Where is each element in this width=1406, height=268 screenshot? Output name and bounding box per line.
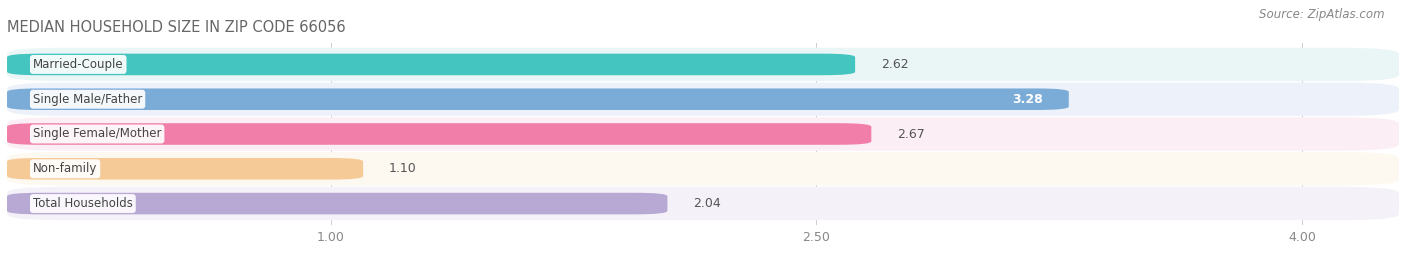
Text: Source: ZipAtlas.com: Source: ZipAtlas.com xyxy=(1260,8,1385,21)
Text: Non-family: Non-family xyxy=(32,162,97,175)
FancyBboxPatch shape xyxy=(7,158,363,180)
FancyBboxPatch shape xyxy=(7,187,1399,220)
FancyBboxPatch shape xyxy=(7,193,668,214)
Text: 2.62: 2.62 xyxy=(882,58,908,71)
Text: MEDIAN HOUSEHOLD SIZE IN ZIP CODE 66056: MEDIAN HOUSEHOLD SIZE IN ZIP CODE 66056 xyxy=(7,20,346,35)
Text: Total Households: Total Households xyxy=(32,197,132,210)
Text: 2.67: 2.67 xyxy=(897,128,925,140)
FancyBboxPatch shape xyxy=(7,152,1399,185)
Text: 3.28: 3.28 xyxy=(1012,93,1043,106)
Text: Married-Couple: Married-Couple xyxy=(32,58,124,71)
FancyBboxPatch shape xyxy=(7,117,1399,151)
Text: Single Male/Father: Single Male/Father xyxy=(32,93,142,106)
FancyBboxPatch shape xyxy=(7,88,1069,110)
Text: Single Female/Mother: Single Female/Mother xyxy=(32,128,162,140)
FancyBboxPatch shape xyxy=(7,83,1399,116)
Text: 1.10: 1.10 xyxy=(389,162,416,175)
FancyBboxPatch shape xyxy=(7,54,855,75)
FancyBboxPatch shape xyxy=(7,123,872,145)
FancyBboxPatch shape xyxy=(7,48,1399,81)
Text: 2.04: 2.04 xyxy=(693,197,721,210)
